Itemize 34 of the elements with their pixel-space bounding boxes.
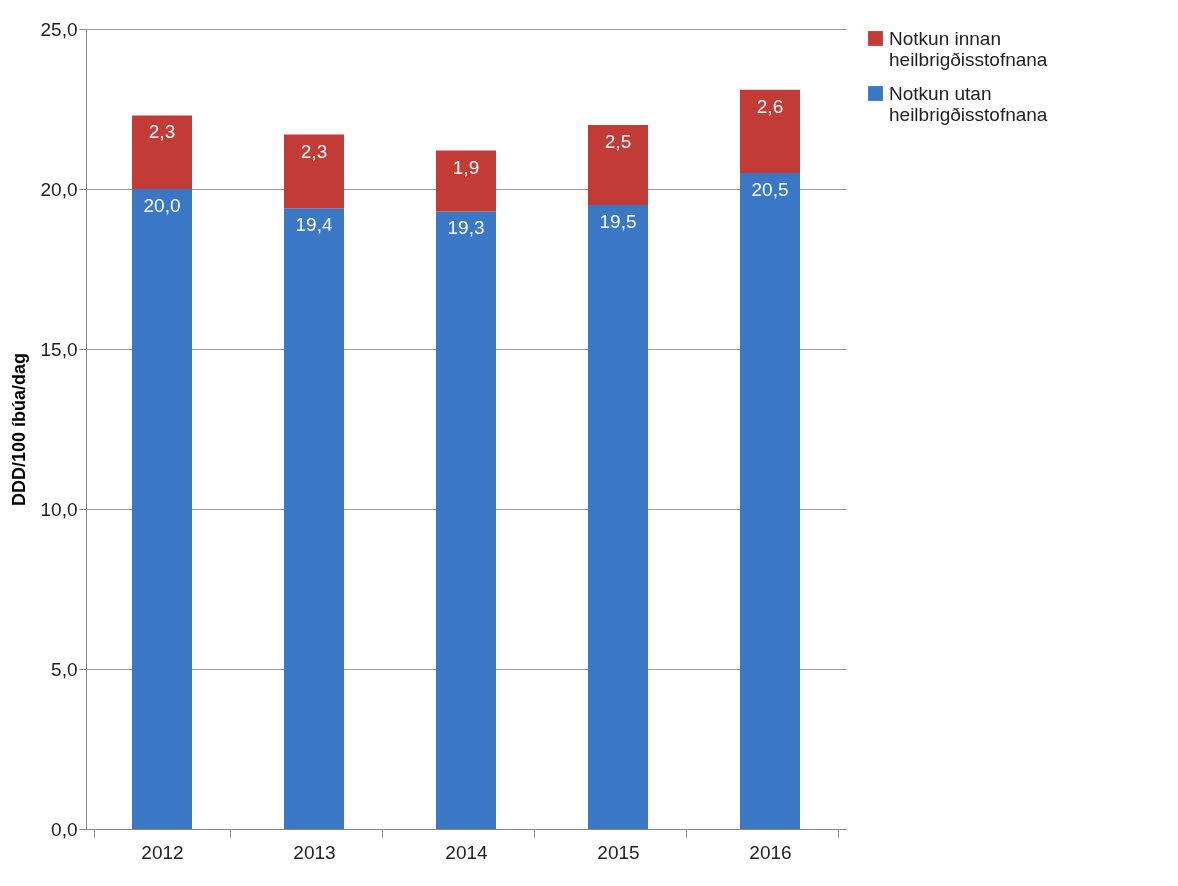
bar: [284, 134, 344, 209]
y-tick-label: 10,0: [40, 498, 78, 520]
data-label: 1,9: [452, 156, 480, 178]
data-label: 2,5: [604, 131, 632, 152]
data-label: 19,4: [295, 214, 333, 236]
data-label: 19,5: [599, 211, 637, 232]
bar: [284, 208, 344, 829]
bar: [436, 211, 496, 829]
data-label: 19,3: [447, 217, 485, 239]
data-label: 2,6: [756, 95, 784, 117]
y-axis-title: DDD/100 íbúa/dag: [8, 352, 29, 507]
x-tick-label: 2015: [597, 841, 640, 863]
bar: [588, 125, 648, 205]
bar: [436, 150, 496, 212]
y-tick-label: 25,0: [40, 18, 78, 40]
y-tick-label: 20,0: [40, 178, 78, 200]
x-tick-label: 2013: [293, 841, 336, 863]
bar: [588, 205, 648, 829]
bar: [740, 173, 800, 829]
data-label: 20,5: [751, 179, 789, 200]
legend-label: Notkun utan heilbrigðisstofnana: [889, 82, 1048, 125]
x-tick-label: 2012: [141, 841, 184, 863]
x-tick-label: 2016: [749, 841, 792, 863]
y-tick-label: 5,0: [51, 658, 78, 680]
y-tick-label: 15,0: [40, 338, 78, 360]
data-label: 2,3: [148, 121, 176, 143]
bar: [132, 189, 192, 829]
x-tick-label: 2014: [445, 841, 489, 863]
bar: [740, 89, 800, 173]
data-label: 2,3: [300, 140, 328, 162]
legend-label: Notkun innan heilbrigðisstofnana: [889, 27, 1048, 70]
data-label: 20,0: [143, 195, 181, 216]
y-tick-label: 0,0: [51, 818, 78, 840]
bar: [132, 115, 192, 189]
